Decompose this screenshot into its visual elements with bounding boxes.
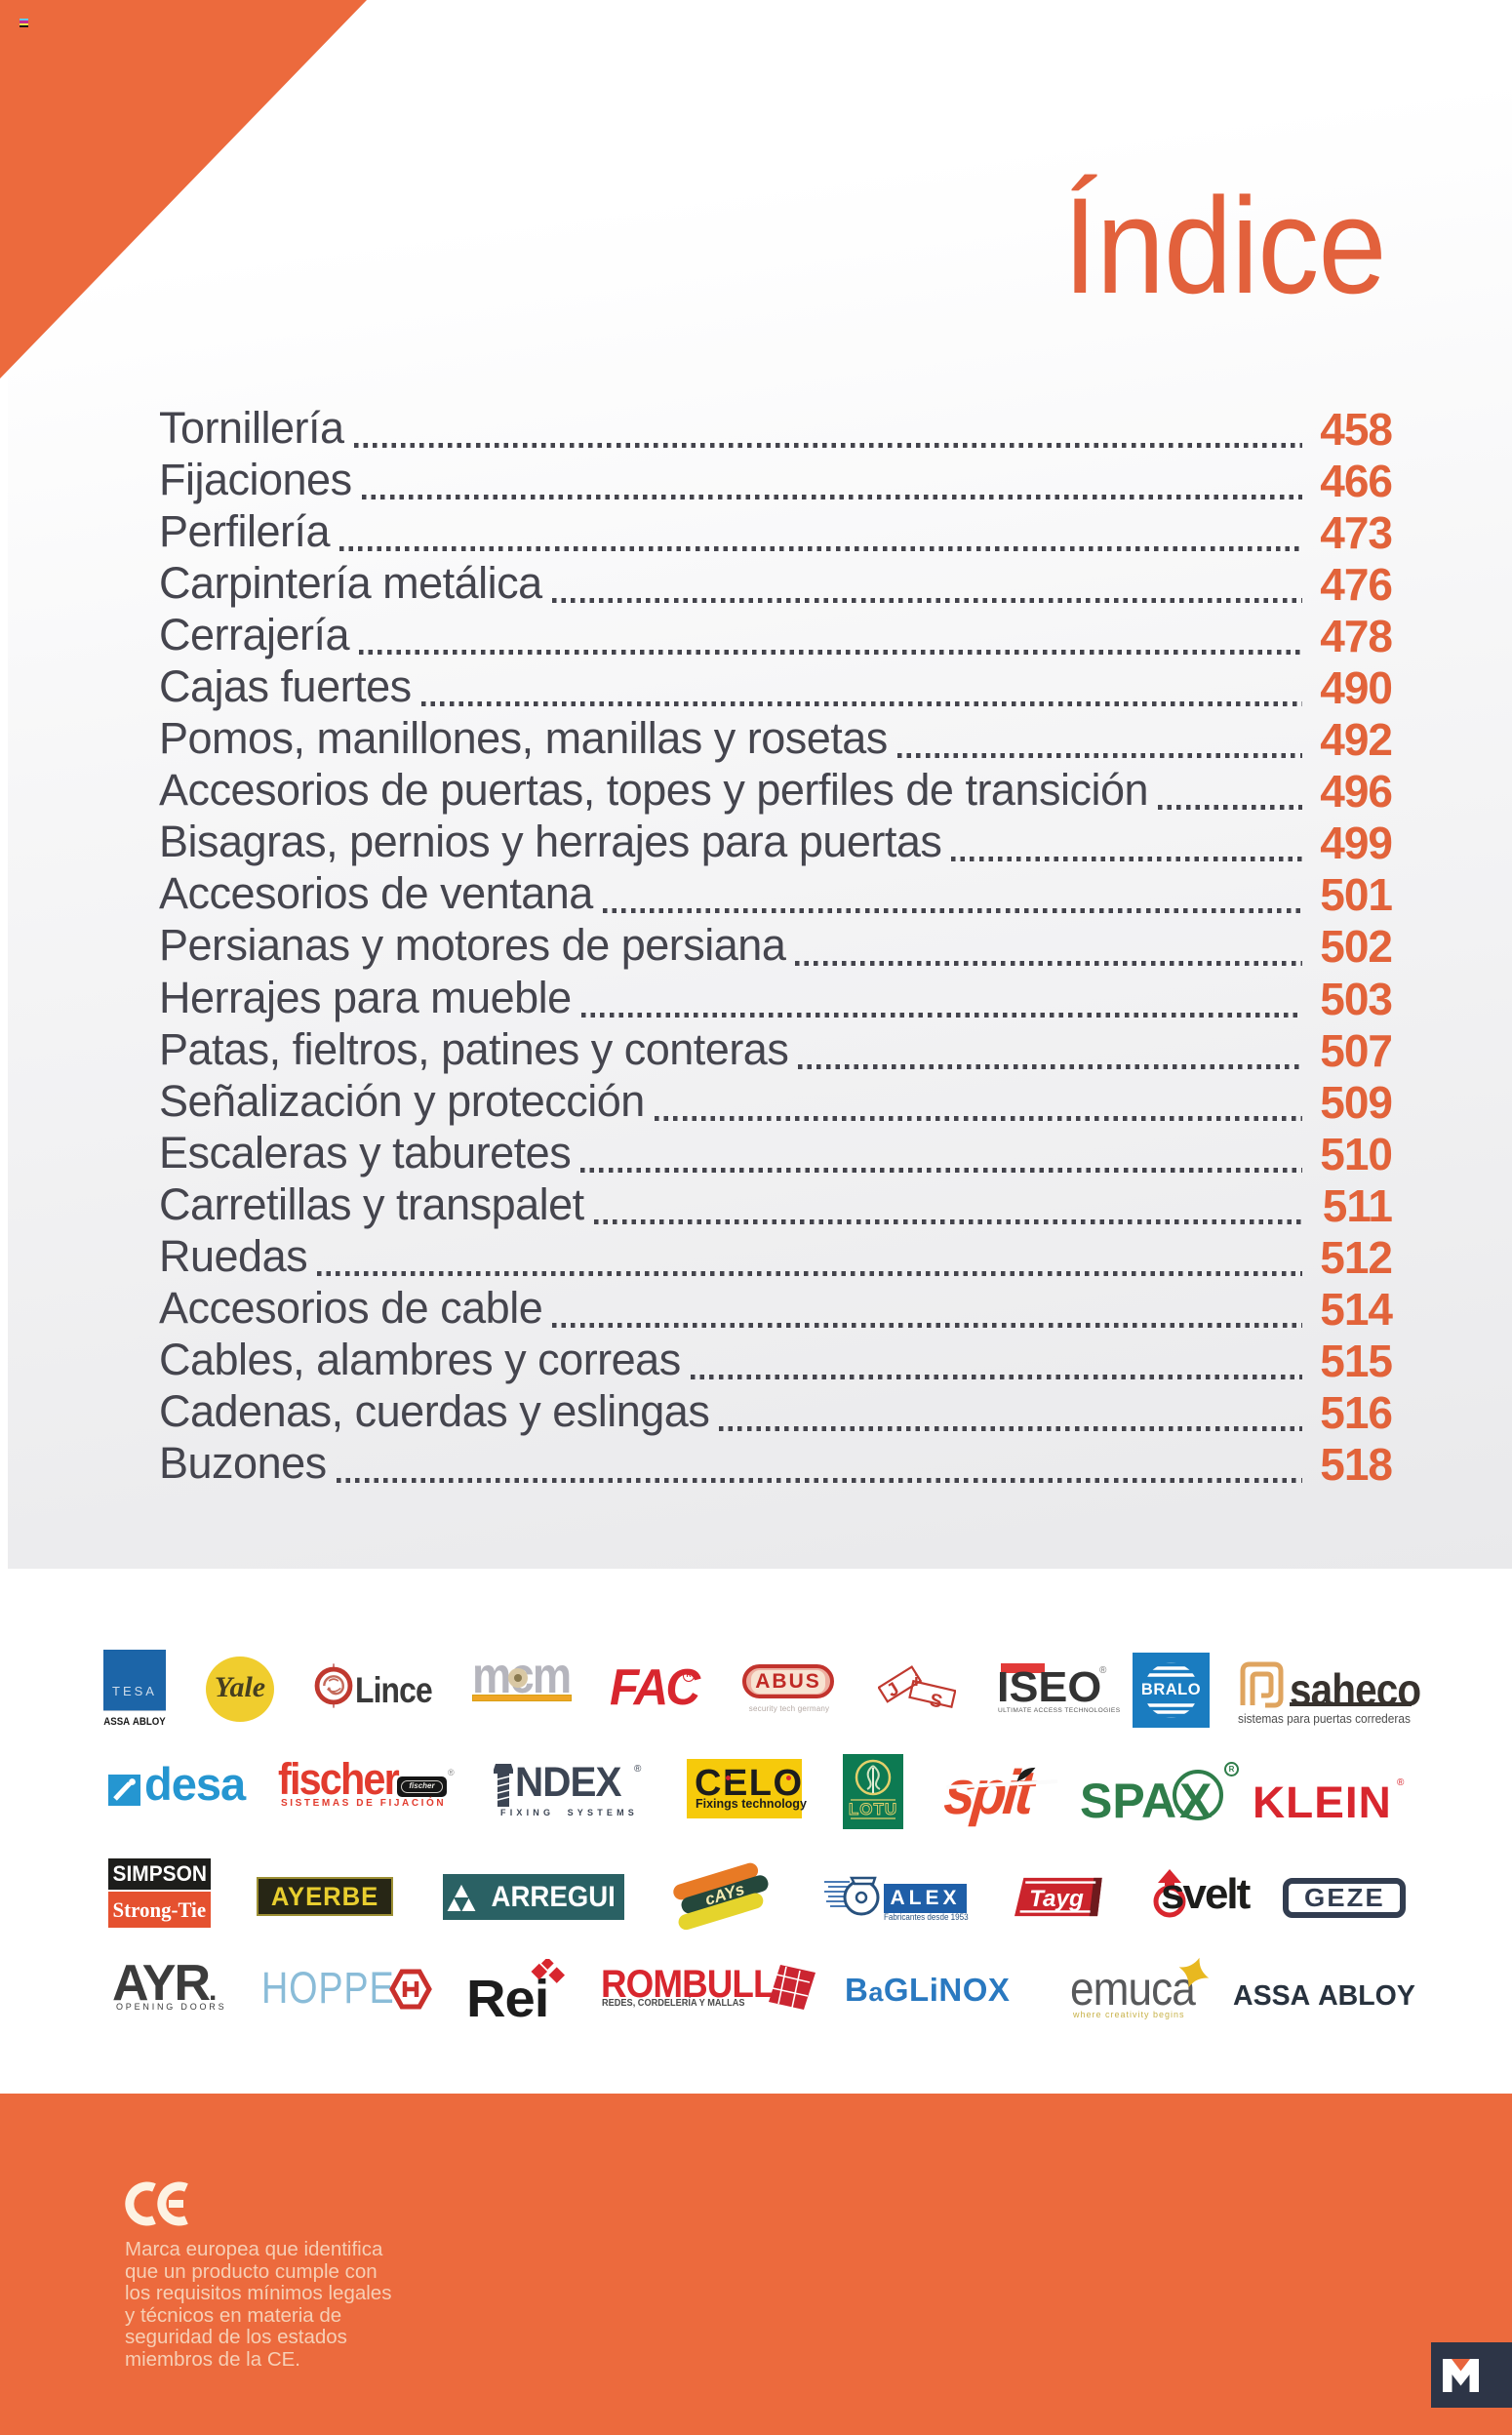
- svg-text:i: i: [914, 1671, 919, 1690]
- svg-text:Tayg: Tayg: [1029, 1886, 1084, 1912]
- svg-text:S: S: [928, 1690, 944, 1712]
- svg-text:LOTU: LOTU: [849, 1800, 897, 1818]
